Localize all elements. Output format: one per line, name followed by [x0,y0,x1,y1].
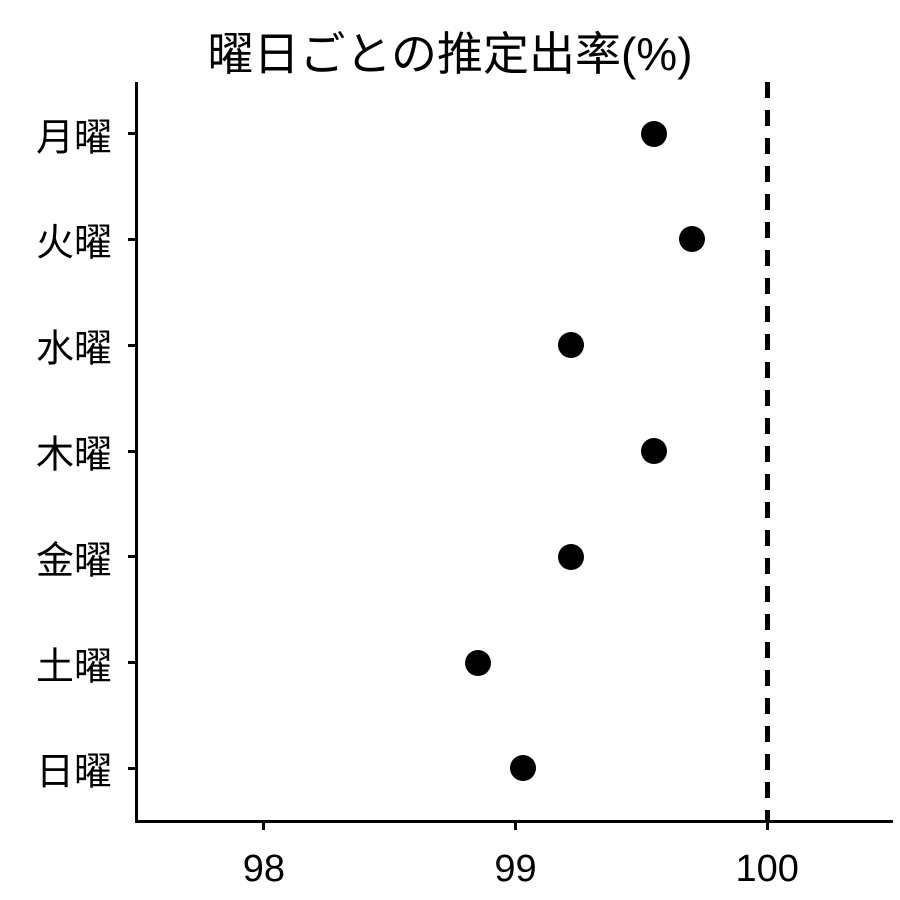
data-point [641,438,667,464]
data-point [465,650,491,676]
x-tick-label: 98 [243,848,285,891]
y-tick-mark [128,767,138,770]
y-tick-label: 水曜 [36,318,112,373]
y-tick-mark [128,661,138,664]
y-tick-mark [128,450,138,453]
x-tick-mark [262,820,265,830]
y-tick-label: 土曜 [36,635,112,690]
x-tick-label: 100 [735,848,798,891]
y-tick-mark [128,555,138,558]
y-tick-label: 月曜 [36,106,112,161]
y-tick-mark [128,344,138,347]
y-tick-label: 木曜 [36,424,112,479]
y-tick-label: 日曜 [36,741,112,796]
chart-container: 曜日ごとの推定出率(%) 9899100月曜火曜水曜木曜金曜土曜日曜 [0,0,900,900]
x-tick-mark [766,820,769,830]
y-tick-mark [128,132,138,135]
data-point [558,544,584,570]
data-point [510,755,536,781]
plot-area: 9899100月曜火曜水曜木曜金曜土曜日曜 [135,82,893,823]
y-tick-mark [128,238,138,241]
data-point [641,121,667,147]
data-point [558,332,584,358]
reference-line [765,82,770,820]
x-tick-mark [514,820,517,830]
x-tick-label: 99 [494,848,536,891]
chart-title: 曜日ごとの推定出率(%) [0,18,900,84]
data-point [679,226,705,252]
y-tick-label: 金曜 [36,529,112,584]
y-tick-label: 火曜 [36,212,112,267]
